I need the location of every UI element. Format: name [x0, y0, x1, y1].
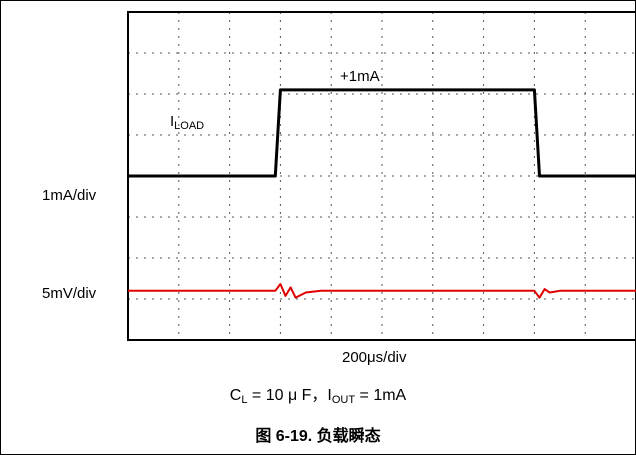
figure-title: 图 6-19. 负载瞬态: [255, 428, 381, 445]
caption-i-sub: OUT: [331, 394, 356, 406]
load-current-trace: [128, 88, 636, 178]
caption-c-sub: L: [241, 394, 248, 406]
output-voltage-trace: [128, 283, 636, 299]
current-scale-label: 1mA/div: [42, 187, 97, 204]
load-annotation-sub: LOAD: [174, 120, 205, 132]
caption-c: C: [229, 387, 242, 404]
step-annotation: +1mA: [340, 68, 380, 85]
load-annotation-main: I: [170, 113, 175, 130]
test-condition-caption: CL = 10 μ F，IOUT = 1mA: [0, 381, 636, 406]
series-group: [128, 88, 636, 299]
x-axis-label: 200μs/div: [342, 349, 407, 366]
caption-i-rest: = 1mA: [355, 387, 407, 404]
voltage-scale-label: 5mV/div: [42, 285, 97, 302]
caption-c-rest: = 10 μ F，I: [247, 387, 332, 404]
load-annotation: ILOAD: [170, 113, 204, 132]
